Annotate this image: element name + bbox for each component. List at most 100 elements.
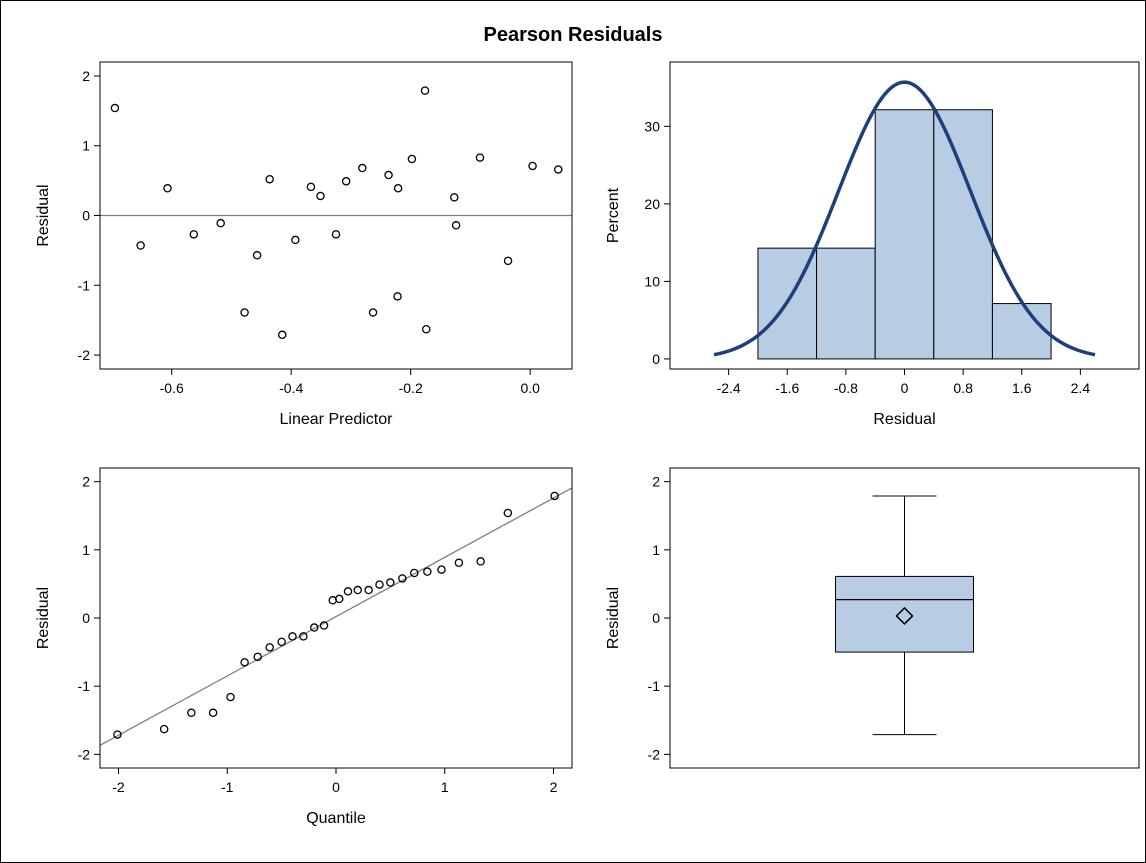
residual-point bbox=[316, 191, 325, 201]
x-tick-label: -0.8 bbox=[834, 380, 858, 396]
y-tick-label: 1 bbox=[652, 542, 660, 558]
residual-point bbox=[216, 218, 225, 228]
quantile-point bbox=[375, 580, 384, 589]
residual-point bbox=[277, 330, 287, 340]
y-axis-label: Residual bbox=[35, 587, 52, 649]
quantile-point bbox=[299, 632, 308, 641]
quantile-point bbox=[226, 692, 235, 702]
quantile-point bbox=[398, 574, 407, 583]
residual-point bbox=[554, 165, 563, 174]
y-tick-label: 0 bbox=[652, 610, 660, 626]
quantile-point bbox=[159, 724, 169, 734]
y-axis-label: Residual bbox=[35, 184, 52, 246]
panel-p1: -2 -1 0 1 2 -0.6 -0.4 -0.2 0.0 Linear Predictor Re… bbox=[35, 61, 573, 428]
residual-point bbox=[265, 174, 274, 184]
x-tick-label: 2 bbox=[550, 779, 558, 795]
x-axis-label: Residual bbox=[873, 411, 935, 428]
y-axis-label: Residual bbox=[605, 587, 622, 649]
figure-title: Pearson Residuals bbox=[483, 24, 663, 46]
residual-point bbox=[421, 324, 431, 334]
x-tick-label: 1 bbox=[441, 779, 449, 795]
x-tick-label: -1 bbox=[221, 779, 234, 795]
y-tick-label: 0 bbox=[652, 351, 660, 367]
x-tick-label: -1.6 bbox=[775, 380, 799, 396]
quantile-point bbox=[353, 585, 363, 595]
residual-point bbox=[252, 251, 262, 260]
residual-point bbox=[240, 308, 249, 317]
y-tick-label: -2 bbox=[648, 746, 661, 762]
histogram-bar bbox=[874, 109, 935, 360]
quantile-point bbox=[288, 632, 297, 641]
residual-point bbox=[110, 103, 120, 113]
x-tick-label: -2 bbox=[112, 779, 125, 795]
quantile-point bbox=[503, 508, 513, 518]
quantile-point bbox=[208, 708, 218, 718]
y-tick-label: 30 bbox=[644, 118, 660, 134]
x-tick-label: 0 bbox=[901, 380, 909, 396]
x-tick-label: -0.2 bbox=[399, 380, 423, 396]
y-tick-label: -1 bbox=[648, 678, 661, 694]
y-tick-label: 2 bbox=[652, 474, 660, 490]
quantile-point bbox=[423, 567, 432, 576]
quantile-point bbox=[319, 621, 329, 630]
qq-reference-line bbox=[99, 487, 573, 746]
y-tick-label: 1 bbox=[82, 542, 90, 558]
panel-p3: -2 -1 0 1 2 -2 -1 0 1 2 Quantile Residual bbox=[35, 467, 573, 827]
plot-frame bbox=[99, 467, 573, 769]
quantile-point bbox=[364, 585, 373, 595]
y-tick-label: -1 bbox=[78, 277, 91, 293]
quantile-point bbox=[550, 491, 559, 501]
quantile-point bbox=[454, 558, 464, 568]
quantile-point bbox=[335, 594, 344, 604]
residual-point bbox=[384, 170, 393, 180]
x-tick-label: -2.4 bbox=[717, 380, 741, 396]
quantile-point bbox=[476, 557, 485, 566]
normal-density-curve bbox=[713, 80, 1096, 357]
quantile-point bbox=[410, 568, 419, 578]
quantile-point bbox=[309, 623, 319, 632]
residual-point bbox=[368, 308, 378, 317]
x-tick-label: 1.6 bbox=[1012, 380, 1032, 396]
panel-p2: 0 10 20 30 -2.4 -1.6 -0.8 0 0.8 1.6 2.4 Residual Per… bbox=[605, 61, 1140, 428]
quantile-point bbox=[386, 578, 395, 587]
quantile-point bbox=[277, 637, 286, 647]
y-axis-label: Percent bbox=[605, 187, 622, 243]
residual-point bbox=[136, 241, 145, 250]
y-tick-label: 0 bbox=[82, 208, 90, 224]
y-tick-label: -1 bbox=[78, 678, 91, 694]
quantile-point bbox=[240, 658, 249, 667]
x-tick-label: -0.6 bbox=[160, 380, 184, 396]
mean-marker bbox=[895, 606, 914, 626]
quantile-point bbox=[437, 565, 446, 574]
residual-point bbox=[331, 230, 341, 239]
residual-point bbox=[475, 153, 485, 162]
histogram-bar bbox=[991, 303, 1052, 360]
residual-point bbox=[189, 230, 199, 239]
y-tick-label: 0 bbox=[82, 610, 90, 626]
y-tick-label: -2 bbox=[78, 746, 91, 762]
y-tick-label: 20 bbox=[644, 196, 660, 212]
quantile-point bbox=[265, 643, 274, 652]
histogram-bar bbox=[933, 109, 993, 360]
residual-point bbox=[450, 193, 459, 202]
histogram-bar bbox=[816, 247, 876, 360]
x-tick-label: 2.4 bbox=[1071, 380, 1091, 396]
residual-point bbox=[407, 154, 417, 164]
x-axis-label: Quantile bbox=[306, 810, 366, 827]
residual-point bbox=[291, 235, 300, 245]
y-tick-label: 2 bbox=[82, 474, 90, 490]
residual-point bbox=[420, 86, 430, 95]
quantile-point bbox=[187, 708, 196, 718]
y-tick-label: -2 bbox=[78, 347, 91, 363]
residual-point bbox=[528, 161, 537, 171]
residual-point bbox=[451, 221, 461, 230]
interquartile-box bbox=[835, 575, 974, 653]
panel-p4: -2 -1 0 1 2 Residual bbox=[605, 467, 1140, 769]
residual-point bbox=[393, 292, 402, 301]
y-tick-label: 1 bbox=[82, 138, 90, 154]
quantile-point bbox=[343, 587, 353, 596]
residual-point bbox=[306, 182, 316, 192]
residual-point bbox=[341, 177, 351, 186]
x-tick-label: 0.8 bbox=[953, 380, 973, 396]
x-tick-label: -0.4 bbox=[279, 380, 303, 396]
